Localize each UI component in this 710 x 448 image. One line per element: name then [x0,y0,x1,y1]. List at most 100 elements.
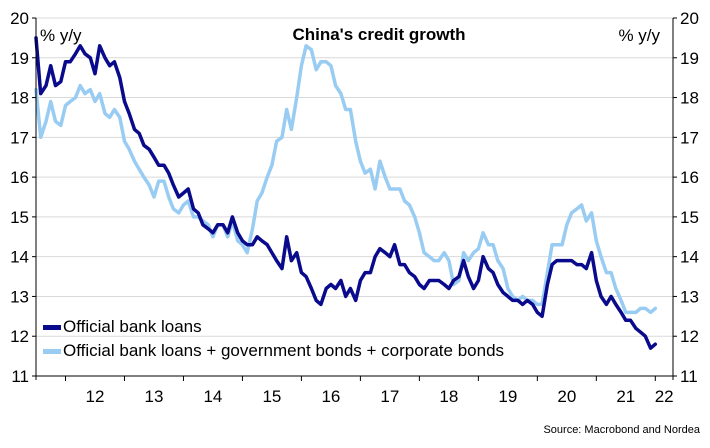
series-1-point [54,84,57,87]
right-tick-label: 18 [680,89,699,108]
series-1-point [325,287,328,290]
series-2-point [644,307,647,310]
series-1-point [644,335,647,338]
series-1-point [634,327,637,330]
series-2-point [590,211,593,215]
series-1-point [339,279,343,282]
series-2-point [133,160,136,163]
series-2-point [511,295,514,298]
series-1-point [472,287,475,290]
series-2-point [187,199,190,203]
series-1-point [531,303,534,306]
series-1-point [344,295,347,298]
series-1-point [565,259,568,262]
left-tick-label: 19 [10,49,29,68]
right-tick-label: 11 [680,367,698,386]
legend-label-2: Official bank loans + government bonds +… [63,341,504,360]
series-2-point [555,243,558,246]
axes [32,17,677,381]
series-1-point [462,259,465,262]
x-axis: 12 13 14 15 16 17 18 19 20 21 22 [86,387,674,406]
right-tick-label: 16 [680,168,699,187]
left-tick-label: 13 [10,287,29,306]
series-1-point [403,263,406,266]
series-2-point [624,311,627,314]
series-2-point [74,96,77,99]
series-2-point [157,179,160,183]
series-2-point [462,251,465,254]
left-tick-label: 16 [10,168,29,187]
series-2-point [334,84,337,87]
series-1-point [113,60,116,63]
series-2-point [575,207,579,211]
series-2-point [98,92,101,95]
series-2-point [304,44,308,47]
series-1-point [152,156,156,159]
series-1-point [39,92,42,95]
series-2-point [329,64,333,67]
series-2-point [162,179,166,183]
series-2-point [246,251,249,254]
series-1-point [103,56,107,59]
series-2-point [349,108,352,111]
series-2-point [403,199,406,203]
series-2-point [634,311,637,314]
series-2-point [325,60,328,63]
series-2-point [266,175,269,179]
series-2-point [437,259,440,262]
series-2-point [605,271,608,274]
legend-label-1: Official bank loans [63,317,202,336]
series-2-point [339,92,343,95]
series-2-point [393,187,396,191]
series-1-point [128,112,131,115]
series-1-point [477,279,480,282]
left-tick-label: 20 [10,9,29,28]
series-1-point [256,235,259,238]
series-2-point [310,48,313,51]
series-2-point [167,195,170,199]
series-1-point [654,343,657,346]
series-1-point [142,144,146,147]
series-2-point [649,311,652,314]
series-2-point [54,120,57,123]
legend: Official bank loans Official bank loans +… [43,317,504,360]
series-1-point [123,100,126,103]
series-1-point [481,255,485,258]
series-1-point [467,275,470,278]
series-1-point [69,60,72,63]
series-2-point [531,299,534,302]
x-tick-label: 17 [380,387,399,406]
series-1-point [93,72,97,75]
series-1-point [418,283,421,286]
series-1-point [192,207,195,211]
series-2-point [359,160,362,163]
series-1-point [118,76,122,79]
series-1-point [207,227,210,230]
series-2-point [481,231,485,234]
x-tick-label: 20 [557,387,576,406]
series-1-point [246,243,249,246]
series-1-point [496,283,499,286]
series-2-point [319,60,323,63]
x-tick-label: 15 [262,387,281,406]
series-1-point [187,187,190,191]
series-2-point [251,227,254,230]
series-1-point [575,263,579,266]
series-2-point [565,223,568,226]
series-1-point [162,164,166,167]
series-2-point [138,168,141,171]
right-axis-unit: % y/y [618,26,660,45]
series-1-point [506,295,510,298]
series-2-point [536,303,539,306]
series-2-point [113,108,116,111]
source-note: Source: Macrobond and Nordea [543,424,700,436]
series-1-point [363,271,367,274]
series-1-point [221,223,225,226]
series-1-point [182,191,185,195]
series-1-point [378,247,382,250]
series-1-point [275,259,278,262]
series-1-point [359,279,362,282]
series-1-point [270,251,274,254]
series-1-point [546,283,549,286]
series-1-point [172,183,175,187]
